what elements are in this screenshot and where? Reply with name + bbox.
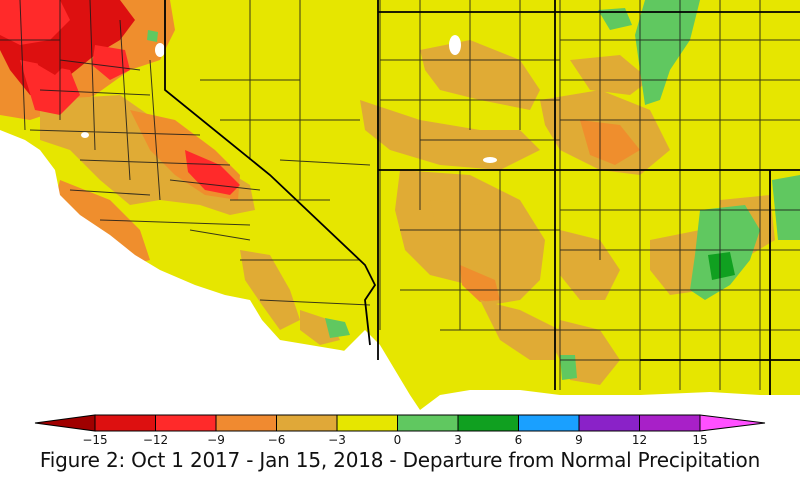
figure-caption: Figure 2: Oct 1 2017 - Jan 15, 2018 - De… — [39, 448, 761, 472]
legend-swatch — [397, 414, 459, 432]
legend-tick-label: 12 — [632, 433, 647, 447]
legend-tick-label: −3 — [328, 433, 346, 447]
legend-swatch — [578, 414, 640, 432]
legend-color-bar — [34, 414, 766, 432]
wet-anomaly-zones — [147, 0, 800, 380]
color-scale-legend: −15 −12 −9 −6 −3 0 3 6 9 12 15 — [0, 410, 800, 478]
legend-tick-label: −9 — [207, 433, 225, 447]
legend-swatch — [518, 414, 580, 432]
pacific-ocean — [0, 130, 800, 410]
legend-swatch — [457, 414, 519, 432]
legend-tick-label: 9 — [575, 433, 583, 447]
legend-tick-label: −15 — [82, 433, 107, 447]
legend-tick-label: −6 — [268, 433, 286, 447]
gulf-of-california — [335, 330, 420, 410]
legend-tick-label: 15 — [692, 433, 707, 447]
legend-swatch — [155, 414, 217, 432]
legend-tick-label: 0 — [394, 433, 402, 447]
legend-swatch — [699, 414, 766, 432]
legend-tick-label: 6 — [515, 433, 523, 447]
legend-swatch — [94, 414, 156, 432]
legend-swatch — [639, 414, 701, 432]
legend-swatch — [215, 414, 277, 432]
legend-swatch — [34, 414, 96, 432]
precipitation-departure-map — [0, 0, 800, 410]
lakes — [81, 35, 497, 163]
legend-swatch — [336, 414, 398, 432]
very-dry-anomaly-zones — [0, 0, 240, 195]
legend-tick-label: −12 — [143, 433, 168, 447]
legend-tick-labels: −15 −12 −9 −6 −3 0 3 6 9 12 15 — [82, 433, 707, 447]
legend-tick-label: 3 — [454, 433, 462, 447]
legend-swatch — [276, 414, 338, 432]
state-boundaries — [164, 0, 800, 395]
